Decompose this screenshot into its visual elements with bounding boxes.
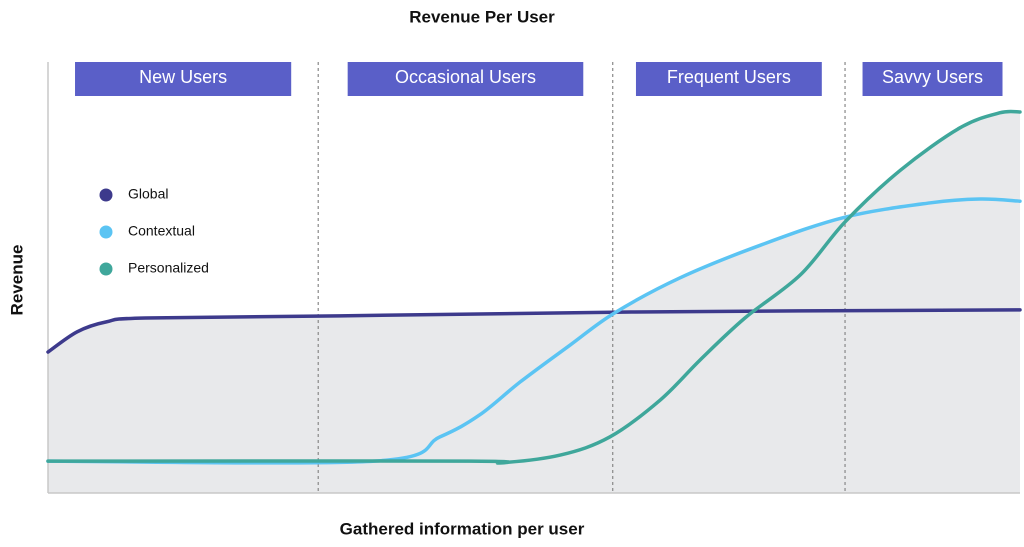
region-label: Occasional Users [395, 67, 536, 87]
area [48, 111, 1020, 493]
y-axis-label: Revenue [7, 245, 26, 316]
region-box [862, 62, 1003, 96]
x-axis-label: Gathered information per user [340, 519, 585, 538]
legend-marker [99, 225, 113, 239]
region-box [75, 62, 292, 96]
region-box [635, 62, 822, 96]
legend-marker [99, 188, 113, 202]
line [46, 197, 1022, 465]
legend-marker [99, 262, 113, 276]
chart-title: Revenue Per User [409, 7, 555, 26]
region-label: New Users [139, 67, 227, 87]
region-label: Savvy Users [882, 67, 983, 87]
legend-label: Personalized [128, 260, 209, 276]
legend-label: Contextual [128, 223, 195, 239]
legend-label: Global [128, 186, 168, 202]
line [46, 308, 1022, 354]
line [46, 109, 1022, 465]
region-box [347, 62, 584, 96]
region-label: Frequent Users [667, 67, 791, 87]
